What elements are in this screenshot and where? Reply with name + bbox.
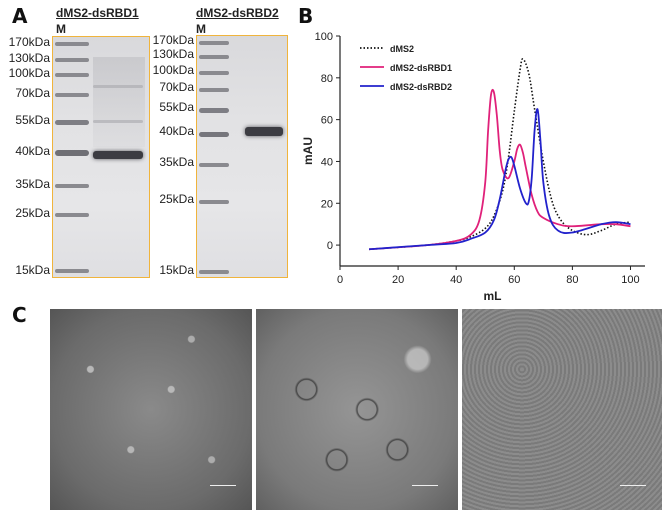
scale-bar — [210, 485, 236, 486]
gel2-ladder-label: 25kDa — [159, 192, 194, 206]
axis-ticks: 0 20 40 60 80 100 0 20 40 60 80 100 — [315, 31, 640, 286]
series-line-dms2-dsrbd1 — [368, 88, 631, 251]
x-tick-label: 60 — [508, 274, 520, 286]
protein-band — [245, 127, 283, 136]
gel2-lane-marker: M — [196, 22, 206, 36]
panel-letter-a: A — [12, 4, 28, 28]
y-tick-label: 100 — [315, 31, 333, 43]
ladder-band — [55, 42, 89, 46]
protein-band — [93, 151, 143, 159]
gel2-ladder-label: 15kDa — [159, 263, 194, 277]
series-line-dms2-dsrbd2 — [368, 108, 631, 251]
gel2-title: dMS2-dsRBD2 — [196, 6, 279, 20]
ladder-band — [199, 88, 229, 92]
micrograph-1 — [50, 309, 252, 510]
ladder-band — [199, 71, 229, 75]
ladder-band — [199, 55, 229, 59]
scale-bar — [412, 485, 438, 486]
x-tick-label: 0 — [337, 274, 343, 286]
gel1-ladder-label: 100kDa — [8, 66, 50, 80]
x-axis-label: mL — [484, 289, 502, 303]
gel1-ladder-label: 35kDa — [15, 177, 50, 191]
gel1-ladder-label: 15kDa — [15, 263, 50, 277]
gel1-title: dMS2-dsRBD1 — [56, 6, 139, 20]
sample-smear — [93, 57, 145, 147]
y-tick-label: 60 — [321, 115, 333, 127]
gel1-ladder-label: 170kDa — [8, 35, 50, 49]
ladder-band — [55, 150, 89, 156]
ladder-band — [199, 41, 229, 45]
gel1-ladder-label: 25kDa — [15, 206, 50, 220]
panel-letter-b: B — [298, 4, 314, 28]
gel1-ladder-labels: 170kDa 130kDa 100kDa 70kDa 55kDa 40kDa 3… — [2, 0, 52, 290]
panel-letter-c: C — [12, 303, 27, 327]
ladder-band — [55, 213, 89, 217]
faint-band — [93, 85, 143, 88]
micrograph-2 — [256, 309, 458, 510]
gel2-ladder-label: 40kDa — [159, 124, 194, 138]
scale-bar — [620, 485, 646, 486]
gel2-ladder-label: 130kDa — [152, 47, 194, 61]
ladder-band — [55, 58, 89, 62]
x-tick-label: 100 — [621, 274, 639, 286]
ladder-band — [199, 200, 229, 204]
gel1-ladder-label: 55kDa — [15, 113, 50, 127]
ladder-band — [199, 132, 229, 137]
x-tick-label: 20 — [392, 274, 404, 286]
y-axis-label: mAU — [301, 137, 315, 165]
y-tick-label: 20 — [321, 198, 333, 210]
micrograph-3 — [462, 309, 662, 510]
gel1-ladder-label: 130kDa — [8, 51, 50, 65]
ladder-band — [199, 108, 229, 113]
y-tick-label: 80 — [321, 73, 333, 85]
legend-label: dMS2-dsRBD2 — [390, 82, 452, 92]
legend-label: dMS2 — [390, 44, 414, 54]
gel1-ladder-label: 40kDa — [15, 144, 50, 158]
ladder-band — [199, 270, 229, 274]
faint-band — [93, 120, 143, 123]
gel2-image — [196, 35, 288, 278]
gel2-ladder-label: 70kDa — [159, 80, 194, 94]
ladder-band — [199, 163, 229, 167]
gel2-ladder-label: 100kDa — [152, 63, 194, 77]
ladder-band — [55, 120, 89, 125]
gel1-lane-marker: M — [56, 22, 66, 36]
gel1-image — [52, 36, 150, 278]
gel1-ladder-label: 70kDa — [15, 86, 50, 100]
series-group — [368, 58, 631, 251]
legend: dMS2 dMS2-dsRBD1 dMS2-dsRBD2 — [360, 44, 452, 92]
legend-label: dMS2-dsRBD1 — [390, 63, 452, 73]
ladder-band — [55, 184, 89, 188]
gel2-ladder-label: 35kDa — [159, 155, 194, 169]
x-tick-label: 40 — [450, 274, 462, 286]
y-tick-label: 40 — [321, 156, 333, 168]
gel2-ladder-label: 55kDa — [159, 100, 194, 114]
gel2-ladder-label: 170kDa — [152, 33, 194, 47]
ladder-band — [55, 269, 89, 273]
y-tick-label: 0 — [327, 240, 333, 252]
x-tick-label: 80 — [566, 274, 578, 286]
ladder-band — [55, 73, 89, 77]
ladder-band — [55, 93, 89, 97]
gel2-ladder-labels: 170kDa 130kDa 100kDa 70kDa 55kDa 40kDa 3… — [146, 0, 196, 290]
